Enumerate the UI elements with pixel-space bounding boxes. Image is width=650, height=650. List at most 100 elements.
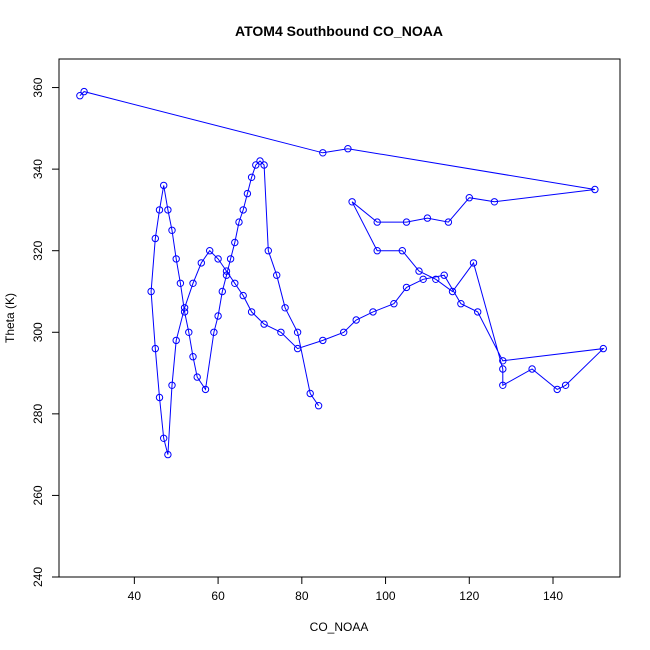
data-point	[373, 247, 381, 255]
data-point	[264, 247, 272, 255]
data-point	[226, 255, 235, 263]
y-tick-label: 260	[31, 485, 45, 505]
data-point	[151, 234, 160, 243]
x-tick-label: 80	[295, 589, 309, 603]
data-point	[222, 267, 231, 275]
data-point	[76, 92, 84, 100]
data-point	[277, 328, 285, 336]
data-point	[160, 181, 168, 190]
data-point	[432, 275, 440, 283]
y-tick-label: 240	[31, 567, 45, 587]
data-point	[402, 283, 411, 292]
data-point	[239, 206, 247, 214]
data-point	[260, 161, 268, 169]
data-point	[499, 365, 507, 373]
chart-title: ATOM4 Southbound CO_NOAA	[235, 23, 443, 39]
data-point	[189, 279, 197, 287]
data-point	[415, 267, 423, 275]
data-point	[273, 271, 281, 279]
x-tick-label: 100	[376, 589, 396, 603]
data-point	[260, 320, 268, 328]
data-point	[247, 308, 256, 316]
data-point	[469, 259, 478, 267]
x-tick-label: 140	[543, 589, 563, 603]
data-point	[599, 344, 607, 353]
data-point	[214, 312, 222, 320]
data-point	[172, 336, 180, 345]
data-point	[247, 173, 256, 182]
y-axis-label: Theta (K)	[3, 293, 17, 343]
data-point	[189, 353, 197, 361]
data-point	[490, 198, 499, 206]
data-point	[319, 149, 327, 157]
data-point	[172, 255, 180, 263]
data-point	[528, 365, 536, 373]
data-point	[499, 357, 507, 365]
y-axis: 240 260 280 300 320 340 360	[31, 77, 60, 587]
data-point	[80, 87, 88, 96]
y-tick-label: 340	[31, 159, 45, 179]
x-axis-label: CO_NOAA	[310, 620, 369, 634]
data-point	[206, 247, 214, 255]
data-point	[369, 308, 377, 316]
data-point	[591, 185, 599, 194]
data-point	[197, 259, 206, 267]
data-point	[164, 206, 172, 214]
data-point	[168, 226, 176, 235]
data-point	[185, 328, 193, 336]
data-point	[419, 275, 427, 283]
data-point	[239, 291, 247, 300]
data-point	[243, 189, 252, 198]
data-point	[281, 304, 289, 312]
data-point	[168, 381, 176, 389]
data-point	[314, 402, 323, 410]
data-point	[474, 308, 482, 316]
data-point	[235, 218, 243, 226]
data-point	[231, 238, 239, 247]
x-tick-label: 40	[128, 589, 142, 603]
data-point	[176, 279, 185, 287]
data-point	[352, 316, 360, 324]
data-point	[448, 287, 457, 296]
data-point	[214, 255, 222, 263]
data-point	[180, 308, 189, 316]
data-point	[319, 336, 327, 345]
data-point	[390, 300, 398, 308]
data-point	[252, 161, 260, 169]
data-point	[293, 328, 302, 336]
data-point	[561, 381, 570, 389]
data-point	[160, 434, 168, 442]
data-point	[344, 145, 352, 153]
y-tick-label: 300	[31, 322, 45, 342]
data-point	[151, 344, 160, 353]
data-point	[231, 279, 239, 287]
data-point	[465, 194, 473, 202]
data-point	[210, 328, 218, 336]
data-point	[444, 218, 453, 226]
data-point	[398, 247, 406, 255]
series-layer	[76, 87, 607, 459]
data-point	[164, 450, 172, 459]
data-point	[373, 218, 381, 226]
data-point	[147, 287, 155, 296]
data-point	[293, 344, 302, 353]
x-axis: 40 60 80 100 120 140	[128, 576, 563, 603]
y-tick-label: 320	[31, 240, 45, 260]
data-point	[306, 389, 314, 398]
y-tick-label: 360	[31, 77, 45, 97]
data-point	[201, 385, 210, 394]
data-point	[553, 385, 561, 394]
series-line	[79, 91, 605, 455]
x-tick-label: 120	[459, 589, 479, 603]
data-point	[155, 393, 164, 402]
data-point	[218, 287, 227, 296]
data-point	[499, 381, 507, 389]
data-point	[180, 304, 189, 312]
data-point	[423, 214, 432, 222]
data-point	[155, 206, 164, 214]
data-point	[402, 218, 411, 226]
data-point	[222, 271, 231, 279]
data-point	[348, 198, 356, 206]
